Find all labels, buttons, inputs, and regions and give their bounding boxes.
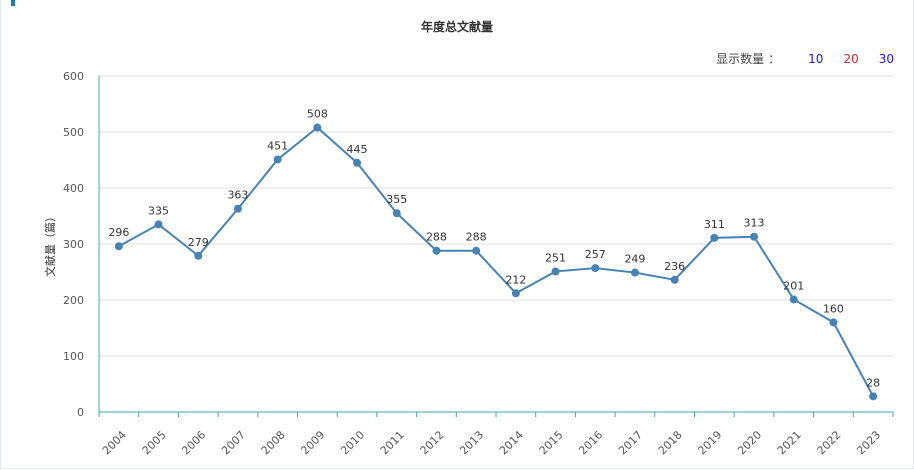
data-point [313,123,322,132]
count-option-10[interactable]: 10 [808,51,824,66]
x-tick-label: 2017 [616,428,645,457]
display-count-separator: ： [768,52,781,66]
data-label: 288 [466,231,487,244]
y-tick-label: 300 [63,238,84,251]
data-label: 445 [347,143,368,156]
data-label: 279 [188,236,209,249]
x-tick-label: 2019 [695,428,724,457]
data-point [353,158,362,167]
data-point [551,267,560,276]
data-label: 355 [386,193,407,206]
corner-accent [11,0,15,6]
x-tick-label: 2006 [179,428,208,457]
chart-title: 年度总文献量 [420,20,493,34]
count-option-20[interactable]: 20 [843,51,859,66]
data-label: 296 [108,226,129,239]
count-option-30[interactable]: 30 [878,51,894,66]
x-tick-label: 2018 [656,428,685,457]
data-label: 313 [744,217,765,230]
series-line [118,126,875,397]
data-point [432,246,441,255]
data-label: 335 [148,204,169,217]
data-point [511,289,520,298]
data-point [591,264,600,273]
data-label: 288 [426,231,447,244]
data-point [114,242,123,251]
x-tick-label: 2015 [537,428,566,457]
x-tick-label: 2010 [338,428,367,457]
x-tick-label: 2009 [298,428,327,457]
y-tick-label: 200 [63,294,84,307]
x-tick-label: 2023 [854,428,883,457]
data-point [233,204,242,213]
data-point [789,295,798,304]
data-point [670,275,679,284]
x-tick-label: 2012 [418,428,447,457]
y-tick-label: 0 [77,406,84,419]
data-label: 451 [267,139,288,152]
x-tick-label: 2005 [140,428,169,457]
y-tick-label: 500 [63,126,84,139]
data-point [472,246,481,255]
data-point [154,220,163,229]
data-point [829,318,838,327]
data-label: 249 [624,253,645,266]
x-tick-label: 2014 [497,428,526,457]
data-point [869,392,878,401]
x-tick-label: 2016 [576,428,605,457]
data-label: 28 [866,376,880,389]
data-label: 160 [823,302,844,315]
x-tick-label: 2022 [815,428,844,457]
data-label: 236 [664,260,685,273]
data-point [194,251,203,260]
x-tick-label: 2020 [735,428,764,457]
data-label: 251 [545,251,566,264]
x-tick-label: 2011 [378,428,407,457]
data-label: 201 [783,279,804,292]
data-point [392,209,401,218]
data-label: 257 [585,248,606,261]
x-tick-label: 2004 [100,428,129,457]
data-label: 508 [307,108,328,121]
x-tick-label: 2007 [219,428,248,457]
y-tick-label: 600 [63,70,84,83]
data-point [630,268,639,277]
data-point [273,155,282,164]
y-tick-label: 100 [63,350,84,363]
display-count-selector: 显示数量 ： 10 20 30 [716,50,894,67]
x-tick-label: 2021 [775,428,804,457]
data-point [710,233,719,242]
data-label: 212 [505,273,526,286]
y-axis-label: 文献量（篇） [43,211,57,277]
data-point [750,232,759,241]
x-tick-label: 2008 [259,428,288,457]
y-tick-label: 400 [63,182,84,195]
data-label: 311 [704,218,725,231]
data-label: 363 [227,189,248,202]
display-count-label: 显示数量 [716,52,765,66]
x-tick-label: 2013 [457,428,486,457]
